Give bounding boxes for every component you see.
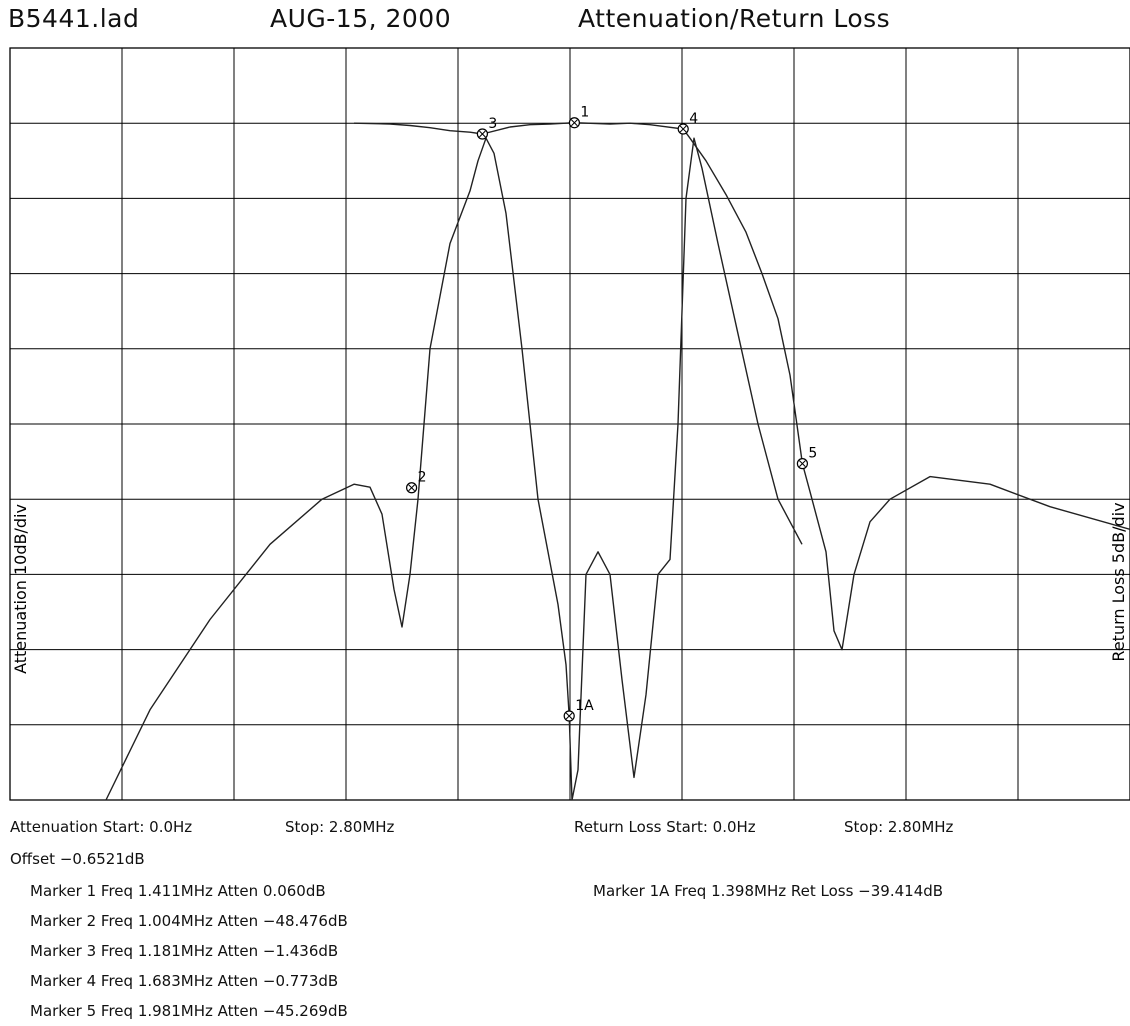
atten-stop: Stop: 2.80MHz [285, 818, 395, 836]
marker-readout-5: Marker 5 Freq 1.981MHz Atten −45.269dB [30, 1002, 348, 1020]
atten-start: Attenuation Start: 0.0Hz [10, 818, 193, 836]
marker-3-label: 3 [488, 116, 497, 132]
rl-start: Return Loss Start: 0.0Hz [574, 818, 756, 836]
marker-4-label: 4 [689, 111, 698, 127]
chart-title: Attenuation/Return Loss [578, 4, 891, 33]
marker-1a-cross [565, 712, 573, 720]
marker-2-label: 2 [418, 470, 427, 486]
marker-5-cross [799, 460, 806, 467]
return-loss-trace [105, 137, 803, 801]
marker-5-label: 5 [808, 446, 817, 462]
file-name: B5441.lad [8, 4, 140, 33]
rl-stop: Stop: 2.80MHz [844, 818, 954, 836]
marker-2-cross [408, 484, 415, 492]
marker-readout-1: Marker 1 Freq 1.411MHz Atten 0.060dB [30, 882, 326, 900]
marker-readout-1a: Marker 1A Freq 1.398MHz Ret Loss −39.414… [593, 882, 944, 900]
y-axis-label-right: Return Loss 5dB/div [1109, 502, 1128, 661]
marker-1-label: 1 [580, 105, 589, 121]
marker-3-cross [479, 130, 486, 138]
marker-readout-3: Marker 3 Freq 1.181MHz Atten −1.436dB [30, 942, 339, 960]
marker-4-cross [679, 125, 687, 133]
marker-1a-label: 1A [575, 698, 594, 714]
attenuation-trace [353, 122, 1130, 651]
offset-readout: Offset −0.6521dB [10, 850, 145, 868]
marker-1-cross [571, 119, 578, 127]
y-axis-label-left: Attenuation 10dB/div [11, 504, 30, 674]
report-date: AUG-15, 2000 [270, 4, 452, 33]
marker-readout-2: Marker 2 Freq 1.004MHz Atten −48.476dB [30, 912, 348, 930]
marker-readout-4: Marker 4 Freq 1.683MHz Atten −0.773dB [30, 972, 339, 990]
